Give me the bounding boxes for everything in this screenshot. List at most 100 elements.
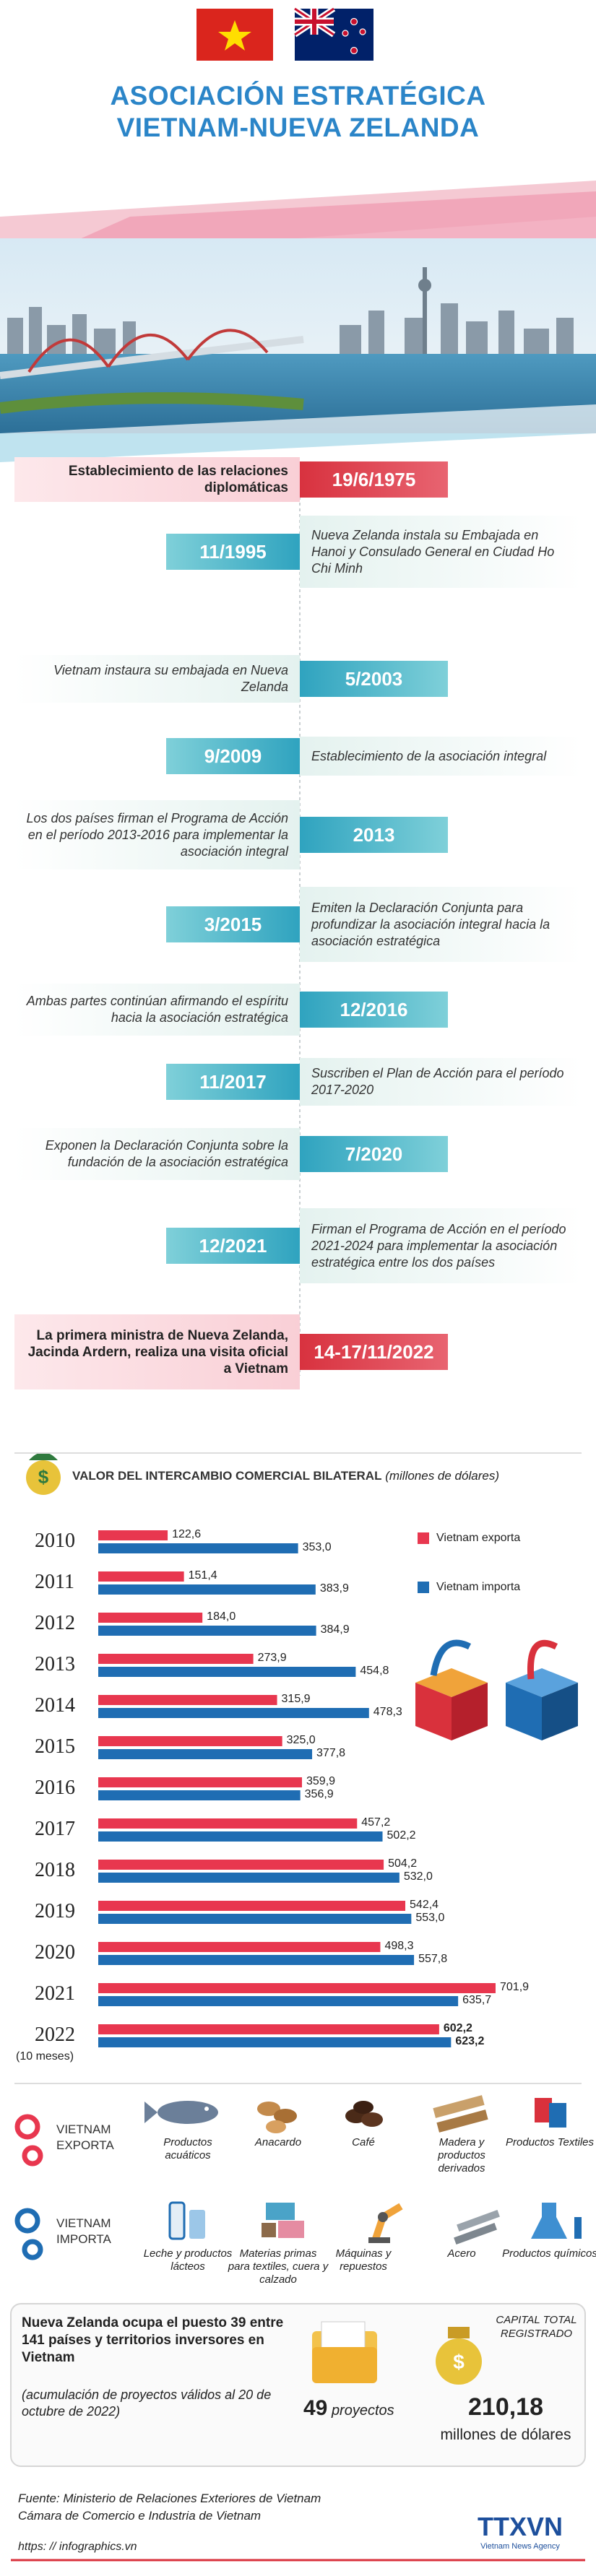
timeline-text: Exponen la Declaración Conjunta sobre la…	[14, 1128, 300, 1180]
folder-icon	[312, 2321, 377, 2383]
value-label: 504,2	[388, 1857, 418, 1870]
capital-unit: millones de dólares	[440, 2427, 571, 2443]
value-label: 635,7	[462, 1994, 492, 2006]
y-tick-label: 2014	[35, 1694, 75, 1717]
timeline-date: 12/2021	[166, 1228, 300, 1264]
value-label: 454,8	[360, 1665, 389, 1677]
bar	[98, 1873, 400, 1883]
value-label: 325,0	[286, 1734, 316, 1746]
timeline-text: Suscriben el Plan de Acción para el perí…	[300, 1058, 582, 1106]
chart-heading: VALOR DEL INTERCAMBIO COMERCIAL BILATERA…	[72, 1469, 499, 1483]
timeline-date: 14-17/11/2022	[300, 1334, 448, 1370]
timeline-date: 9/2009	[166, 738, 300, 774]
import-item: Leche y productos lácteos	[143, 2247, 233, 2273]
timeline-text: Establecimiento de la asociación integra…	[300, 737, 582, 776]
export-item: Anacardo	[254, 2136, 302, 2148]
flag-vietnam	[196, 9, 273, 61]
timeline-date: 11/1995	[166, 534, 300, 570]
value-label: 273,9	[257, 1652, 287, 1664]
timeline-date: 7/2020	[300, 1136, 448, 1172]
legend-swatch	[418, 1532, 429, 1544]
value-label: 602,2	[443, 2022, 472, 2034]
bar	[98, 1901, 406, 1911]
import-item: Acero	[447, 2247, 476, 2260]
bar	[98, 1667, 356, 1677]
export-item: Café	[352, 2136, 375, 2148]
import-gear-icon	[14, 2208, 43, 2260]
bar	[98, 2037, 452, 2047]
value-label: 377,8	[316, 1747, 346, 1759]
timeline-text: Emiten la Declaración Conjunta para prof…	[300, 887, 582, 962]
import-product-icons	[168, 2201, 582, 2245]
timeline-date: 12/2016	[300, 992, 448, 1028]
value-label: 184,0	[207, 1610, 236, 1623]
legend-label: Vietnam importa	[436, 1581, 521, 1593]
y-tick-label: 2020	[35, 1941, 75, 1964]
bar	[98, 2024, 439, 2034]
value-label: 542,4	[410, 1899, 439, 1911]
bar	[98, 1695, 277, 1705]
value-label: 384,9	[320, 1623, 350, 1636]
url: https: // infographics.vn	[18, 2541, 137, 2553]
y-tick-label: 2022	[35, 2024, 75, 2046]
timeline-text: Establecimiento de las relaciones diplom…	[14, 457, 300, 502]
value-label: 151,4	[188, 1569, 217, 1582]
y-tick-label: 2018	[35, 1859, 75, 1881]
capital-value: 210,18	[468, 2393, 543, 2421]
export-gear-icon	[14, 2114, 43, 2167]
value-label: 353,0	[302, 1541, 332, 1553]
export-product-icons	[144, 2095, 566, 2133]
bar	[98, 1955, 415, 1965]
projects-value: 49	[303, 2396, 328, 2420]
timeline-date: 11/2017	[166, 1064, 300, 1100]
timeline-date: 5/2003	[300, 661, 448, 697]
value-label: 478,3	[373, 1706, 402, 1718]
value-label: 553,0	[415, 1912, 445, 1924]
y-tick-label: 2019	[35, 1900, 75, 1922]
logo-subtitle: Vietnam News Agency	[480, 2542, 560, 2551]
value-label: 502,2	[386, 1829, 416, 1842]
source-line: Cámara de Comercio e Industria de Vietna…	[18, 2509, 262, 2523]
export-item: Madera y productos derivados	[438, 2136, 485, 2174]
bar	[98, 1749, 313, 1759]
bar	[98, 1708, 369, 1718]
logo: TTXVN	[477, 2512, 563, 2541]
value-label: 532,0	[403, 1870, 433, 1883]
investment-note: (acumulación de proyectos válidos al 20 …	[22, 2388, 272, 2419]
y-tick-label: 2021	[35, 1982, 75, 2005]
category-note: (10 meses)	[16, 2050, 74, 2063]
legend-swatch	[418, 1582, 429, 1593]
y-tick-label: 2016	[35, 1777, 75, 1799]
y-tick-label: 2013	[35, 1653, 75, 1675]
timeline-text: Ambas partes continúan afirmando el espí…	[14, 984, 300, 1036]
capital-label: CAPITAL TOTAL REGISTRADO	[496, 2314, 577, 2340]
bar	[98, 1790, 301, 1800]
value-label: 557,8	[418, 1953, 448, 1965]
bar	[98, 1626, 316, 1636]
bar	[98, 1914, 412, 1924]
svg-text:$: $	[38, 1466, 49, 1488]
projects-label: proyectos	[331, 2403, 394, 2419]
bar	[98, 1571, 184, 1582]
y-tick-label: 2015	[35, 1735, 75, 1758]
capital-bag-icon: $	[436, 2327, 482, 2385]
timeline-text: Los dos países firman el Programa de Acc…	[14, 800, 300, 869]
bar	[98, 1654, 254, 1664]
export-item: Productos acuáticos	[163, 2136, 212, 2161]
y-tick-label: 2017	[35, 1818, 75, 1840]
bar	[98, 1831, 383, 1842]
source-line: Fuente: Ministerio de Relaciones Exterio…	[18, 2492, 321, 2505]
timeline-date: 19/6/1975	[300, 461, 448, 498]
money-icon: $	[26, 1452, 61, 1495]
title-line: ASOCIACIÓN ESTRATÉGICA	[110, 81, 486, 110]
title-line: VIETNAM-NUEVA ZELANDA	[116, 113, 480, 142]
value-label: 122,6	[172, 1528, 202, 1540]
timeline-date: 3/2015	[166, 906, 300, 942]
bar	[98, 1543, 298, 1553]
bar	[98, 1530, 168, 1540]
value-label: 457,2	[361, 1816, 391, 1829]
y-tick-label: 2012	[35, 1612, 75, 1634]
timeline-text: Vietnam instaura su embajada en Nueva Ze…	[14, 655, 300, 703]
